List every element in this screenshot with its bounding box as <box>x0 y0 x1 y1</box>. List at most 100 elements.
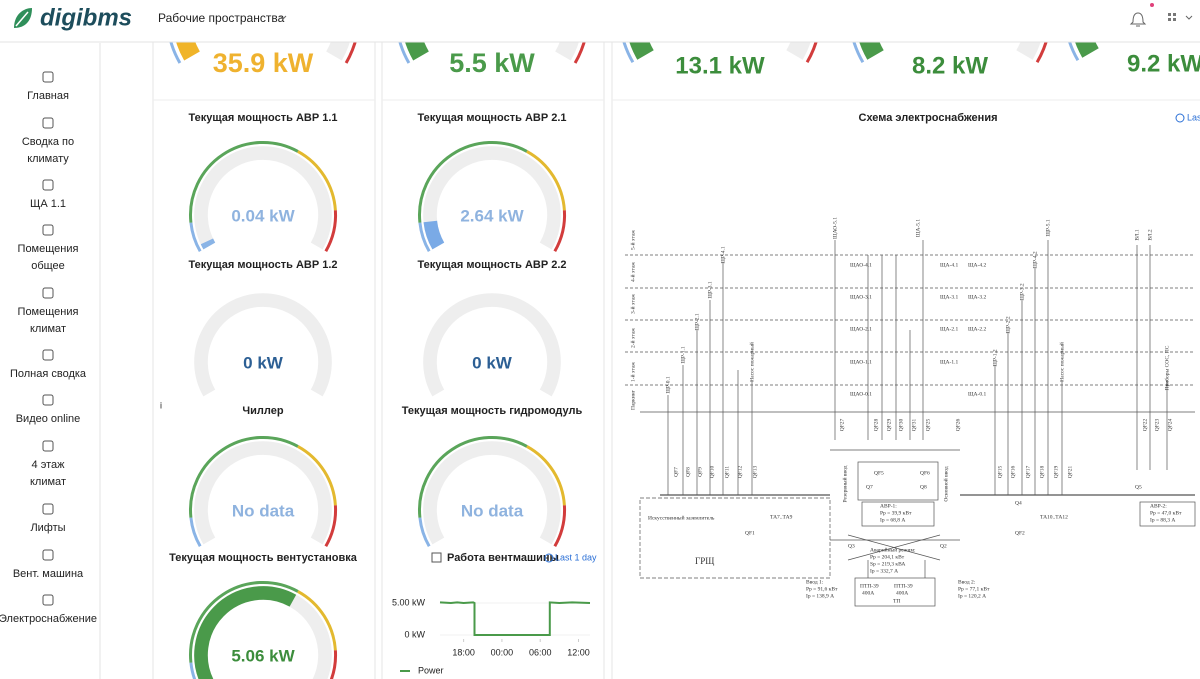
scheme-title: Схема электроснабжения <box>859 112 998 124</box>
gauge-band <box>189 222 202 253</box>
scheme-label: Рр = 204,1 кВт <box>870 554 905 560</box>
gauge-band <box>553 210 567 253</box>
scheme-label: Рр = 77,1 кВт <box>958 586 990 592</box>
gauge-band <box>189 662 197 679</box>
tp-box <box>854 577 936 607</box>
nav-icon <box>42 594 54 606</box>
y-tick-label: 0 kW <box>404 629 425 639</box>
gauge-track <box>194 293 332 397</box>
nav-label: 4 этаж <box>32 459 66 471</box>
nav-item[interactable]: Главная <box>27 71 69 102</box>
scheme-label: ЩА-4.2 <box>968 262 986 268</box>
gauge-band <box>418 436 528 518</box>
legend-label: Power <box>418 665 444 675</box>
gauge-band <box>297 445 337 506</box>
nav-item[interactable]: Сводка по климату <box>22 117 74 165</box>
scheme-label: Рр = 47,0 кВт <box>1150 510 1182 516</box>
time-range[interactable]: Las <box>1187 112 1200 122</box>
scheme-label: QF6 <box>920 470 930 476</box>
nav-item[interactable]: Видео online <box>16 394 81 425</box>
scheme-label: QF22 <box>1142 418 1148 431</box>
gauge-band <box>297 590 337 651</box>
scheme-label: Iр = 68,8 А <box>880 517 905 523</box>
nav-label: Сводка по <box>22 136 74 148</box>
nav-icon <box>42 71 54 83</box>
nav-icon <box>42 394 54 406</box>
gauge-value: 0 kW <box>472 353 513 372</box>
scheme-label: QF27 <box>839 418 845 431</box>
nav-icon <box>42 503 54 515</box>
nav-item[interactable]: Лифты <box>30 503 66 534</box>
gauge-band <box>418 222 431 253</box>
scheme-label: ЩАО-0.1 <box>850 391 872 397</box>
nav-icon <box>42 349 54 361</box>
scheme-label: Резервный ввод <box>841 465 848 502</box>
apps-icon[interactable] <box>1168 13 1176 21</box>
logo-icon <box>15 11 29 27</box>
scheme-label: Насос пожарный <box>748 342 755 382</box>
scheme-label: Q3 <box>848 543 855 549</box>
nav-item[interactable]: Вент. машина <box>13 549 84 580</box>
nav-icon <box>42 549 54 561</box>
series-line <box>439 601 591 636</box>
scheme-label: Iр = 332,7 А <box>870 568 898 574</box>
gauge-band <box>418 517 431 548</box>
logo[interactable]: digibms <box>40 4 132 31</box>
scheme-label: ЩА-4.1 <box>940 262 958 268</box>
scheme-label: ПТП-39 <box>894 583 913 589</box>
scheme-label: 3-й этаж <box>629 294 636 314</box>
scheme-label: ТА7..ТА9 <box>770 514 793 520</box>
scheme-label: QF11 <box>724 466 730 479</box>
scheme-label: QF8 <box>685 467 691 477</box>
scheme-label: ЩР-3.2 <box>1019 283 1025 301</box>
gauge-band <box>297 150 337 211</box>
bell-icon[interactable] <box>1129 12 1147 27</box>
nav-item[interactable]: Помещения общее <box>18 224 79 272</box>
scheme-label: QF16 <box>1010 465 1016 478</box>
panel-title: Текущая мощность гидромодуль <box>402 405 583 417</box>
x-tick-label: 00:00 <box>491 647 514 657</box>
nav-item[interactable]: Электроснабжение <box>0 594 97 625</box>
scheme-label: QF12 <box>737 465 743 478</box>
scheme-label: QF1 <box>745 530 755 536</box>
column <box>611 29 1200 679</box>
gauge-value: 0.04 kW <box>231 206 295 225</box>
scheme-label: QF17 <box>1025 465 1031 478</box>
scheme-label: ГРЩ <box>695 556 714 566</box>
gauge-fill <box>194 586 297 679</box>
x-tick-label: 12:00 <box>567 647 590 657</box>
scheme-label: ЩР-0.1 <box>665 376 671 394</box>
gauge-band <box>418 141 528 223</box>
gauge-value: 8.2 kW <box>912 52 988 79</box>
time-range[interactable]: Last 1 day <box>555 552 597 562</box>
notification-dot <box>1150 3 1154 7</box>
panel-title: Текущая мощность АВР 2.1 <box>417 112 566 124</box>
chevron <box>1185 15 1193 20</box>
header: digibms Рабочие пространства <box>0 0 1200 43</box>
x-tick-label: 06:00 <box>529 647 552 657</box>
gauge-track <box>194 441 332 545</box>
scheme-label: QF29 <box>886 418 892 431</box>
workspace-menu[interactable]: Рабочие пространства <box>158 11 285 25</box>
scheme-label: QF21 <box>1067 465 1073 478</box>
scheme-label: QF23 <box>1154 418 1160 431</box>
column <box>381 29 605 679</box>
nav-label: Лифты <box>30 522 65 534</box>
nav-item[interactable]: Помещения климат <box>18 287 79 335</box>
scheme-label: QF26 <box>955 418 961 431</box>
gauge-band <box>526 445 566 506</box>
gauge-track <box>423 146 561 250</box>
scheme-label: Паркинг <box>630 389 636 410</box>
chart-icon <box>431 552 442 563</box>
nav-item[interactable]: 4 этаж климат <box>30 440 66 488</box>
nav-item[interactable]: Полная сводка <box>10 349 87 380</box>
scheme-label: ЩА-3.1 <box>940 294 958 300</box>
gauge-value: 35.9 kW <box>213 48 314 78</box>
scheme-label: АВР-1: <box>880 503 897 509</box>
nav-item[interactable]: ЩА 1.1 <box>30 179 66 210</box>
gauge-band <box>189 581 299 663</box>
scheme-label: ВЛ.1 <box>1134 229 1140 241</box>
gauge-band <box>324 210 338 253</box>
panel-title: Текущая мощность АВР 1.1 <box>188 112 337 124</box>
scheme-label: Q8 <box>920 484 927 490</box>
